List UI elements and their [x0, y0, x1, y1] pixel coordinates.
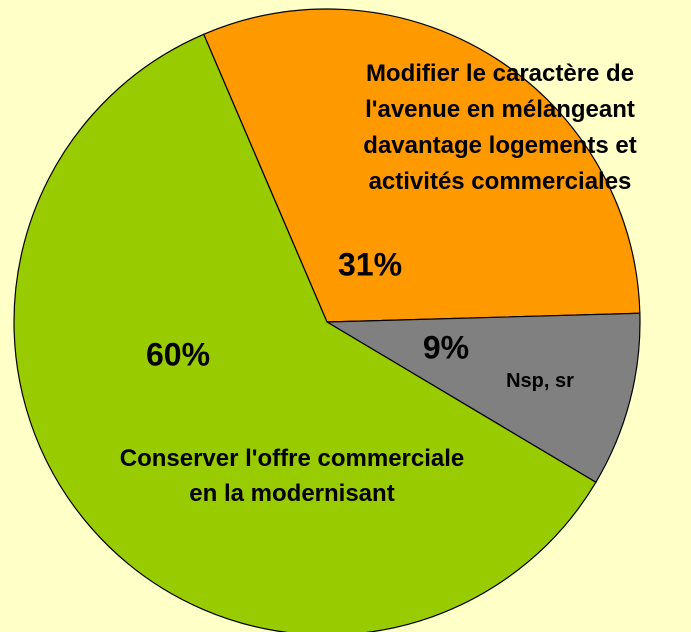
slice-label-line: en la modernisant [189, 480, 394, 507]
pie-slice [324, 312, 641, 484]
slice-label-line: Modifier le caractère de [366, 60, 634, 87]
slice-label-line: Conserver l'offre commerciale [120, 445, 465, 472]
value-label: 31% [338, 246, 402, 282]
slice-label-line: l'avenue en mélangeant [365, 96, 635, 123]
slice-label-line: davantage logements et [363, 132, 636, 159]
pie-slice [13, 33, 597, 632]
slice-label-line: Nsp, sr [506, 370, 574, 392]
value-label: 9% [423, 329, 469, 365]
slice-label-line: activités commerciales [369, 168, 632, 195]
slice-label: Nsp, sr [506, 370, 574, 392]
slice-label: Modifier le caractère de l'avenue en méla… [363, 60, 636, 195]
slice-label: Conserver l'offre commerciale en la moder… [120, 445, 465, 507]
value-label: 60% [146, 336, 210, 372]
pie-slice [202, 8, 641, 323]
